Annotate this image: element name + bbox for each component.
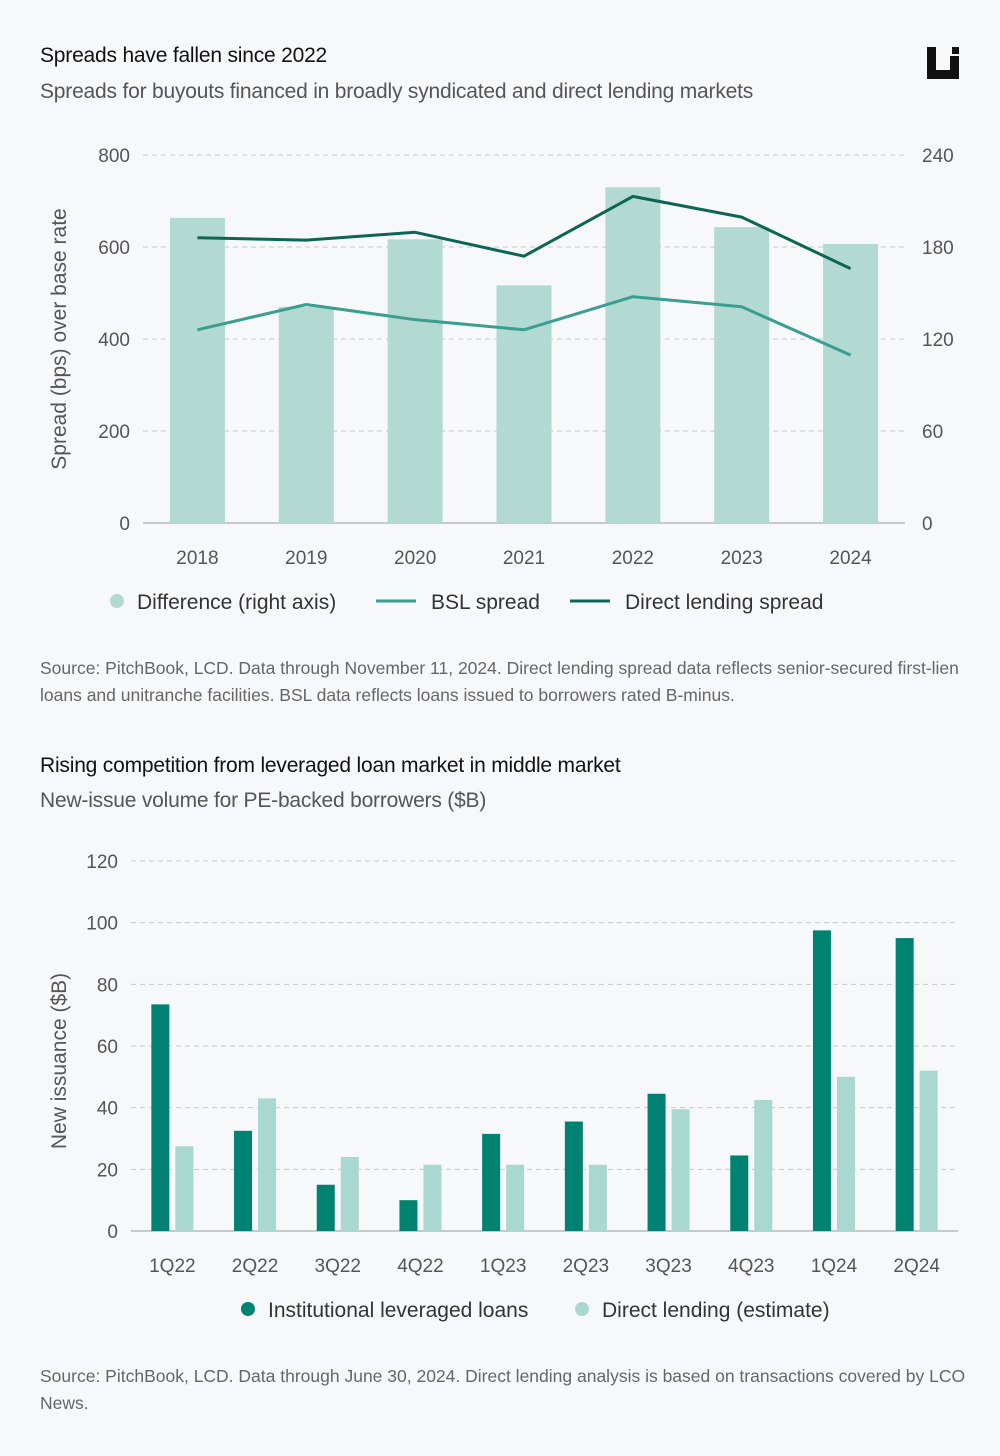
x-tick-label: 2024 xyxy=(829,548,872,569)
direct-lending-bar xyxy=(671,1109,690,1231)
x-tick-label: 2023 xyxy=(721,548,763,569)
direct-lending-bar xyxy=(340,1157,359,1231)
x-tick-label: 1Q23 xyxy=(480,1256,526,1277)
difference-bar xyxy=(278,306,334,523)
legend-bsl-label: BSL spread xyxy=(431,591,540,614)
y2-tick-label: 0 xyxy=(922,514,933,535)
difference-bar xyxy=(823,243,879,523)
x-tick-label: 2022 xyxy=(612,548,654,569)
x-tick-label: 2020 xyxy=(394,548,436,569)
y-tick-label: 800 xyxy=(98,146,130,167)
difference-bar xyxy=(714,227,770,524)
chart2-subtitle: New-issue volume for PE-backed borrowers… xyxy=(40,789,487,812)
institutional-bar xyxy=(564,1121,583,1231)
direct-lending-bar xyxy=(754,1099,773,1231)
y-tick-label: 60 xyxy=(97,1037,118,1058)
y-axis-title: Spread (bps) over base rate xyxy=(48,208,71,469)
direct-lending-spread-line xyxy=(197,194,852,270)
x-tick-label: 3Q23 xyxy=(645,1256,691,1277)
y-tick-label: 200 xyxy=(98,422,130,443)
x-tick-label: 3Q22 xyxy=(315,1256,361,1277)
institutional-bar xyxy=(399,1200,418,1231)
institutional-bar xyxy=(647,1093,666,1231)
x-tick-label: 1Q24 xyxy=(811,1256,858,1277)
difference-bar xyxy=(169,217,225,523)
y-tick-label: 80 xyxy=(97,975,118,996)
institutional-bar xyxy=(482,1133,501,1231)
institutional-bar xyxy=(151,1004,170,1231)
y-tick-label: 600 xyxy=(98,238,130,259)
x-tick-label: 2021 xyxy=(503,548,545,569)
x-tick-label: 2Q24 xyxy=(893,1256,940,1277)
direct-lending-bar xyxy=(919,1070,938,1231)
x-tick-label: 2Q23 xyxy=(563,1256,609,1277)
direct-lending-bar xyxy=(423,1164,442,1231)
legend-institutional-marker xyxy=(241,1302,255,1316)
x-tick-label: 2019 xyxy=(285,548,327,569)
direct-lending-bar xyxy=(175,1146,194,1231)
y2-tick-label: 240 xyxy=(922,146,954,167)
y-tick-label: 400 xyxy=(98,330,130,351)
legend-direct-lending-marker xyxy=(575,1302,589,1316)
institutional-bar xyxy=(316,1184,335,1231)
x-tick-label: 1Q22 xyxy=(149,1256,195,1277)
chart2-issuance: 0 20 40 60 80 100 120 New issuance ($B) 1Q22 2Q22… xyxy=(48,852,958,1322)
chart1-title: Spreads have fallen since 2022 xyxy=(40,44,328,67)
y2-tick-label: 60 xyxy=(922,422,943,443)
y-tick-label: 0 xyxy=(119,514,130,535)
difference-bar xyxy=(605,187,661,523)
institutional-bar xyxy=(234,1130,253,1231)
direct-lending-bar xyxy=(506,1164,525,1231)
bracket-logo-icon xyxy=(927,47,959,79)
legend-institutional-label: Institutional leveraged loans xyxy=(268,1299,528,1322)
chart1-source: Source: PitchBook, LCD. Data through Nov… xyxy=(40,658,959,705)
chart1-subtitle: Spreads for buyouts financed in broadly … xyxy=(40,80,754,103)
x-tick-label: 2018 xyxy=(176,548,218,569)
legend-difference-marker xyxy=(110,594,124,608)
chart1-spreads: 0 200 400 600 800 0 60 120 180 240 Spread (bps) ov… xyxy=(48,146,954,614)
y-axis-title: New issuance ($B) xyxy=(48,973,71,1149)
difference-bar xyxy=(387,239,443,524)
y-tick-label: 0 xyxy=(107,1222,118,1243)
institutional-bar xyxy=(812,930,831,1231)
chart2-source: Source: PitchBook, LCD. Data through Jun… xyxy=(40,1366,966,1413)
institutional-bar xyxy=(730,1155,749,1231)
y-tick-label: 40 xyxy=(97,1099,118,1120)
x-tick-label: 2Q22 xyxy=(232,1256,278,1277)
direct-lending-bar xyxy=(258,1098,277,1231)
legend-difference-label: Difference (right axis) xyxy=(137,591,336,614)
direct-lending-bar xyxy=(836,1076,855,1231)
institutional-bar xyxy=(895,938,914,1231)
direct-lending-bar xyxy=(588,1164,607,1231)
legend-direct-lending-label: Direct lending (estimate) xyxy=(602,1299,830,1322)
y-tick-label: 120 xyxy=(86,852,118,873)
y2-tick-label: 120 xyxy=(922,330,954,351)
bsl-spread-line xyxy=(197,295,852,357)
chart2-title: Rising competition from leveraged loan m… xyxy=(40,754,621,777)
y2-tick-label: 180 xyxy=(922,238,954,259)
legend-direct-lending-label: Direct lending spread xyxy=(625,591,823,614)
x-tick-label: 4Q23 xyxy=(728,1256,774,1277)
x-tick-label: 4Q22 xyxy=(397,1256,443,1277)
y-tick-label: 100 xyxy=(86,914,118,935)
y-tick-label: 20 xyxy=(97,1160,118,1181)
